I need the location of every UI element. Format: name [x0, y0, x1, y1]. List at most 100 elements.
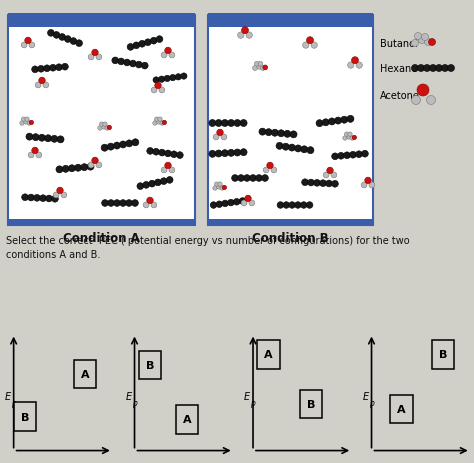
Circle shape	[24, 120, 28, 125]
Circle shape	[362, 151, 368, 158]
Circle shape	[162, 121, 166, 125]
Circle shape	[272, 130, 278, 137]
Circle shape	[119, 200, 127, 207]
Circle shape	[43, 83, 49, 89]
Circle shape	[288, 145, 295, 152]
Circle shape	[347, 116, 354, 123]
Text: Condition B: Condition B	[252, 232, 328, 244]
Circle shape	[70, 38, 77, 45]
Circle shape	[25, 38, 31, 44]
Circle shape	[81, 164, 88, 171]
Circle shape	[22, 194, 28, 201]
Circle shape	[132, 200, 138, 207]
Circle shape	[348, 133, 352, 137]
Circle shape	[153, 78, 159, 84]
Circle shape	[323, 173, 329, 179]
Bar	[14, 403, 36, 431]
Circle shape	[290, 131, 297, 138]
Circle shape	[181, 74, 187, 80]
Circle shape	[171, 151, 177, 158]
Circle shape	[278, 131, 284, 138]
Text: B: B	[20, 412, 29, 422]
Text: Acetone: Acetone	[380, 91, 420, 101]
Circle shape	[57, 188, 63, 194]
Circle shape	[34, 195, 40, 202]
Circle shape	[151, 203, 157, 208]
Circle shape	[166, 177, 173, 184]
Circle shape	[411, 40, 419, 47]
Text: Butanol: Butanol	[380, 39, 418, 49]
Circle shape	[158, 77, 165, 83]
Circle shape	[165, 163, 171, 169]
Circle shape	[260, 67, 265, 71]
Circle shape	[96, 55, 102, 61]
Bar	[8, 14, 195, 28]
Circle shape	[428, 39, 436, 46]
Circle shape	[301, 146, 308, 153]
Circle shape	[356, 151, 362, 158]
Circle shape	[316, 120, 323, 127]
Circle shape	[411, 96, 420, 105]
Circle shape	[145, 40, 151, 46]
Circle shape	[133, 43, 140, 50]
Circle shape	[307, 147, 314, 154]
Circle shape	[50, 65, 56, 72]
Circle shape	[417, 85, 429, 97]
Circle shape	[96, 163, 102, 169]
Circle shape	[319, 181, 327, 187]
Bar	[176, 405, 198, 434]
Circle shape	[301, 180, 309, 186]
Circle shape	[447, 65, 455, 72]
Text: A: A	[81, 369, 89, 379]
Circle shape	[29, 121, 34, 125]
Circle shape	[98, 126, 102, 131]
Circle shape	[57, 137, 64, 144]
Text: Condition A: Condition A	[63, 232, 139, 244]
Circle shape	[282, 144, 289, 151]
Circle shape	[151, 88, 157, 94]
Circle shape	[307, 38, 313, 44]
Circle shape	[246, 33, 252, 39]
Circle shape	[40, 195, 46, 202]
Circle shape	[92, 158, 98, 164]
Circle shape	[411, 65, 419, 72]
Circle shape	[126, 200, 132, 207]
Circle shape	[46, 196, 52, 202]
Circle shape	[32, 148, 38, 154]
Circle shape	[149, 181, 155, 188]
Circle shape	[346, 135, 351, 140]
Bar	[8, 219, 195, 225]
Circle shape	[365, 178, 371, 184]
Circle shape	[352, 57, 358, 64]
Circle shape	[306, 202, 313, 209]
Text: E: E	[5, 391, 11, 401]
Circle shape	[284, 131, 291, 138]
Text: B: B	[307, 399, 315, 409]
Circle shape	[29, 43, 35, 49]
Circle shape	[253, 67, 257, 71]
Circle shape	[53, 32, 60, 39]
Text: E: E	[363, 391, 369, 401]
Circle shape	[322, 119, 329, 126]
Circle shape	[127, 44, 134, 51]
Circle shape	[176, 152, 183, 159]
Circle shape	[62, 166, 69, 173]
Circle shape	[159, 150, 165, 156]
Circle shape	[350, 152, 356, 159]
Circle shape	[221, 120, 228, 127]
Circle shape	[222, 200, 228, 207]
Circle shape	[327, 168, 333, 174]
Bar	[208, 14, 373, 28]
Circle shape	[350, 137, 355, 141]
Circle shape	[35, 83, 41, 89]
Circle shape	[136, 62, 142, 69]
Circle shape	[156, 120, 161, 125]
Circle shape	[221, 150, 228, 157]
Circle shape	[429, 65, 437, 72]
Circle shape	[222, 186, 227, 190]
Circle shape	[241, 200, 247, 206]
Circle shape	[308, 180, 314, 187]
Circle shape	[159, 88, 165, 94]
Circle shape	[32, 67, 38, 74]
Circle shape	[76, 41, 82, 47]
